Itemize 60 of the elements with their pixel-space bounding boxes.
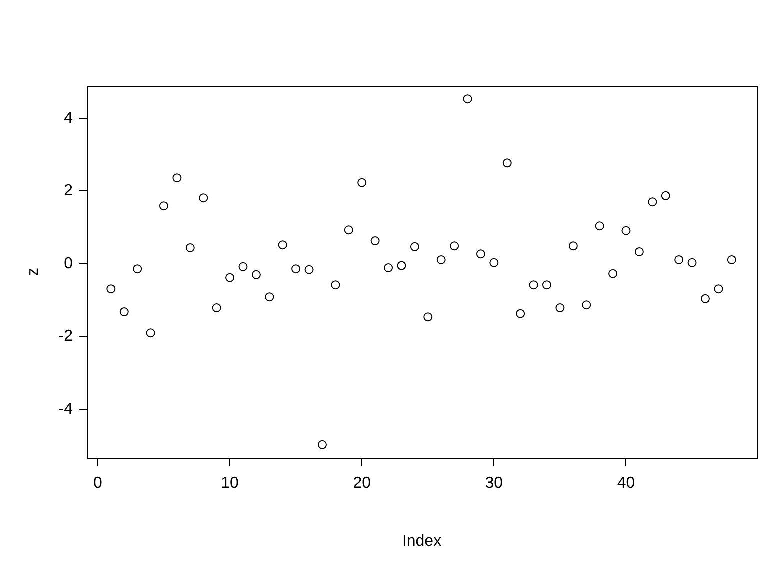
- point: [700, 294, 710, 304]
- point: [542, 280, 552, 290]
- point: [529, 280, 538, 290]
- point: [358, 178, 367, 188]
- point: [292, 264, 301, 274]
- point: [106, 284, 116, 294]
- y-tick-label: -4: [58, 400, 74, 418]
- y-tick-label: 2: [64, 182, 74, 200]
- point: [502, 158, 512, 168]
- x-tick-label: 40: [617, 475, 636, 492]
- point: [212, 304, 222, 313]
- point: [661, 191, 670, 200]
- point: [582, 300, 592, 310]
- point: [370, 236, 380, 246]
- point: [727, 255, 736, 264]
- point: [410, 242, 420, 252]
- point: [384, 263, 394, 272]
- point: [622, 226, 631, 236]
- point: [674, 255, 684, 264]
- x-tick-label: 20: [353, 475, 372, 492]
- point: [172, 174, 182, 183]
- point: [331, 280, 340, 290]
- point: [568, 242, 578, 251]
- point: [265, 292, 274, 302]
- point: [344, 226, 354, 235]
- x-tick-label: 10: [221, 475, 240, 492]
- x-tick-label: 0: [94, 475, 103, 492]
- point: [476, 250, 486, 259]
- point: [424, 312, 433, 322]
- point: [304, 265, 314, 274]
- point: [278, 240, 288, 250]
- point: [608, 269, 618, 278]
- point: [634, 247, 644, 256]
- x-axis-title: Index: [402, 532, 442, 550]
- y-tick-label: 0: [64, 255, 74, 272]
- point: [318, 440, 327, 450]
- y-tick-label: -2: [58, 328, 74, 346]
- point: [648, 198, 658, 207]
- y-tick-label: 4: [64, 110, 74, 127]
- point: [238, 262, 248, 272]
- point: [160, 202, 168, 211]
- point: [556, 304, 565, 313]
- point: [120, 308, 129, 317]
- point: [199, 194, 208, 203]
- point: [490, 258, 499, 268]
- point: [186, 243, 195, 252]
- point: [595, 222, 604, 231]
- point: [714, 284, 724, 294]
- point: [397, 261, 406, 270]
- point: [133, 264, 142, 274]
- point: [226, 273, 235, 282]
- point: [436, 255, 446, 264]
- point: [463, 94, 472, 104]
- point: [516, 309, 526, 318]
- point: [688, 258, 697, 268]
- point: [450, 242, 460, 251]
- x-tick-label: 30: [485, 475, 504, 492]
- point: [146, 328, 156, 338]
- point: [252, 270, 261, 280]
- y-axis-title: z: [25, 268, 42, 276]
